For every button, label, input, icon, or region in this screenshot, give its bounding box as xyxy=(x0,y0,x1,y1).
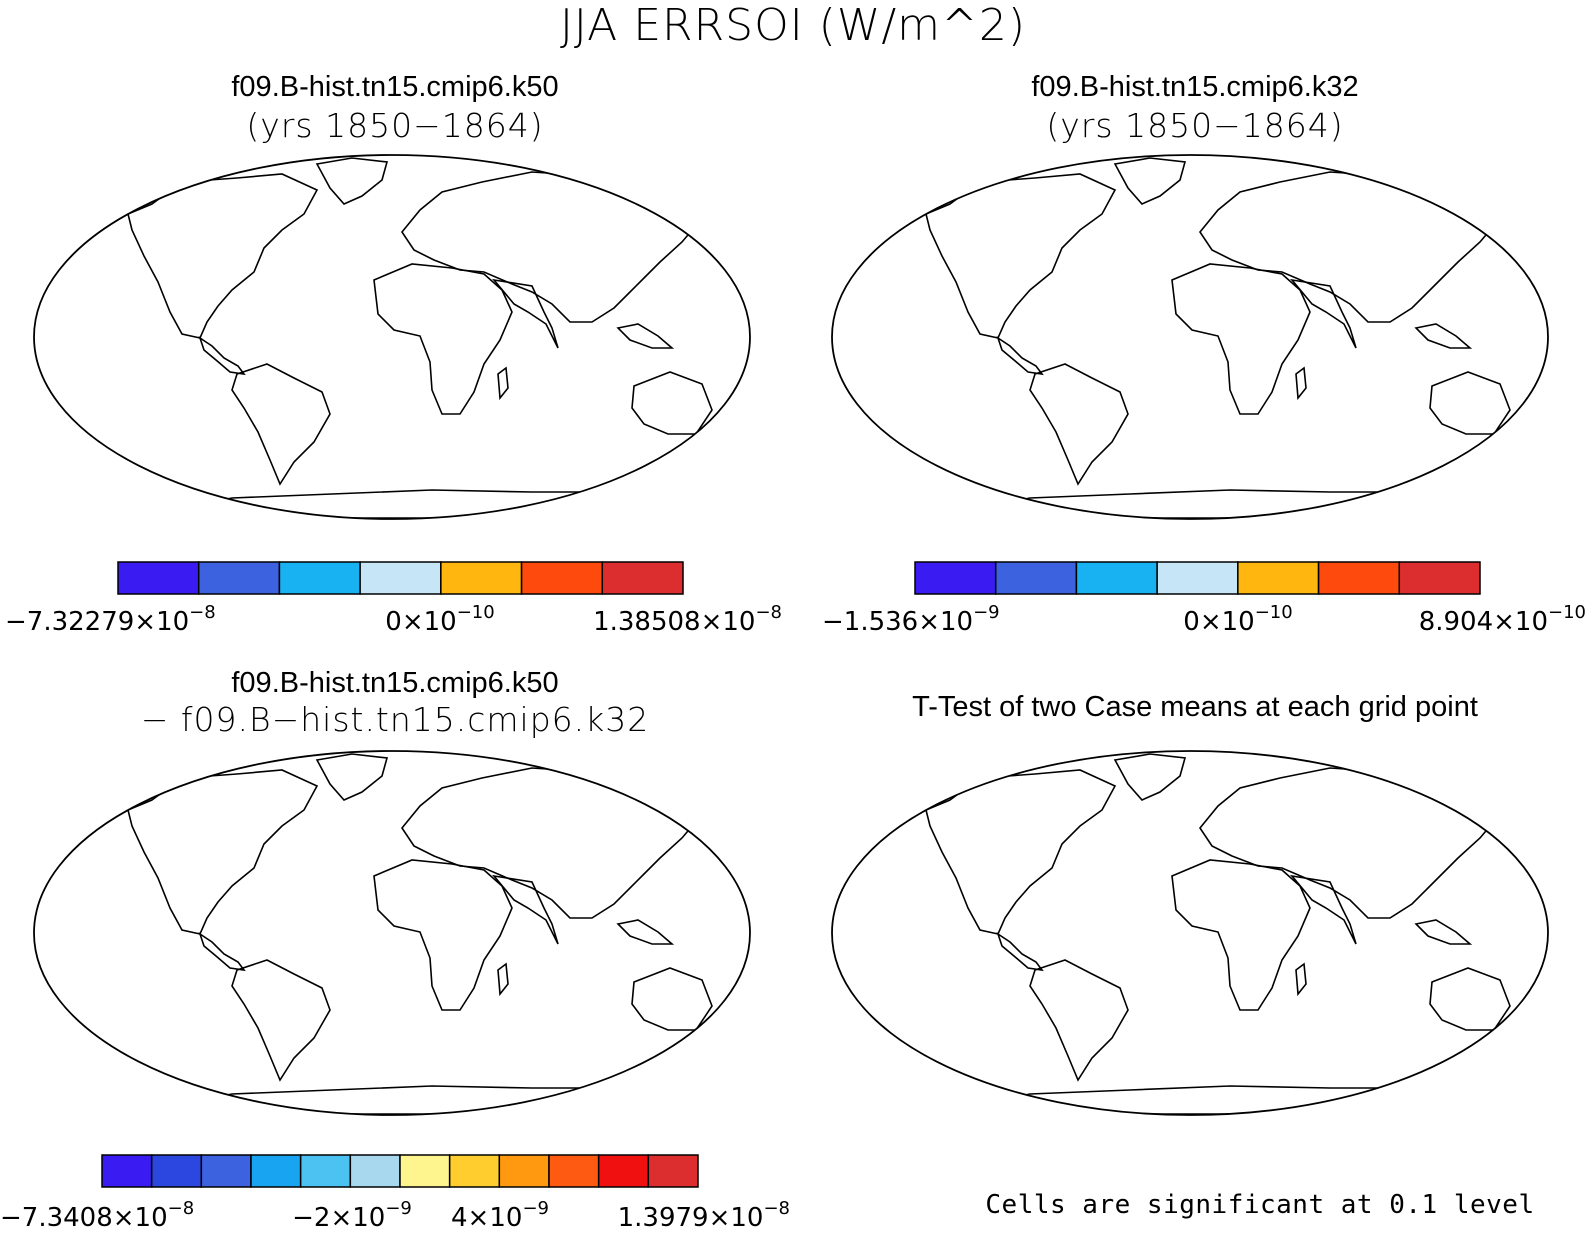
colorbar-swatch xyxy=(101,1154,153,1188)
map-panel-ttest xyxy=(831,750,1549,1116)
panel3-subtitle: − f09.B−hist.tn15.cmip6.k32 xyxy=(140,700,650,739)
colorbar-swatch xyxy=(520,561,604,595)
colorbar-swatch xyxy=(548,1154,600,1188)
colorbar-swatch xyxy=(150,1154,203,1188)
colorbar-swatch xyxy=(197,561,281,595)
colorbar-case2: −1.536×10−9 0×10−10 8.904×10−10 xyxy=(822,561,1586,637)
map-frame xyxy=(33,154,751,520)
colorbar-swatch xyxy=(440,561,523,595)
significance-note: Cells are significant at 0.1 level xyxy=(985,1190,1535,1220)
map-frame xyxy=(831,154,1549,520)
colorbar-label: 0×10−10 xyxy=(1183,602,1292,637)
colorbar-swatch xyxy=(647,1154,699,1188)
colorbar-swatch xyxy=(914,561,997,595)
colorbar-label: 0×10−10 xyxy=(385,602,494,637)
colorbar-label: 4×10−9 xyxy=(451,1198,549,1233)
colorbar-case1: −7.32279×10−8 0×10−10 1.38508×10−8 xyxy=(5,561,782,637)
panel3-title: f09.B-hist.tn15.cmip6.k50 xyxy=(231,667,559,699)
colorbar-swatch xyxy=(1317,561,1401,595)
colorbar-label: 8.904×10−10 xyxy=(1419,602,1586,637)
colorbar-swatch xyxy=(597,1154,650,1188)
colorbar-swatch xyxy=(448,1154,501,1188)
panel2-title: f09.B-hist.tn15.cmip6.k32 xyxy=(1031,71,1359,103)
colorbar-swatch xyxy=(1075,561,1158,595)
colorbar-swatch xyxy=(1398,561,1481,595)
page-title: JJA ERRSOI (W/m^2) xyxy=(559,0,1027,51)
colorbar-swatch xyxy=(200,1154,252,1188)
colorbar-label: −2×10−9 xyxy=(292,1198,412,1233)
colorbar-swatch xyxy=(117,561,200,595)
colorbar-swatch xyxy=(601,561,684,595)
colorbar-label: 1.38508×10−8 xyxy=(593,602,782,637)
colorbar-swatch xyxy=(299,1154,352,1188)
colorbar-swatch xyxy=(359,561,442,595)
map-panel-case2 xyxy=(831,154,1549,520)
colorbar-swatch xyxy=(349,1154,401,1188)
colorbar-swatch xyxy=(994,561,1078,595)
colorbar-swatch xyxy=(399,1154,451,1188)
map-frame xyxy=(831,750,1549,1116)
colorbar-label: −1.536×10−9 xyxy=(822,602,1000,637)
map-panel-difference xyxy=(33,750,751,1116)
colorbar-swatch xyxy=(278,561,361,595)
panel1-title: f09.B-hist.tn15.cmip6.k50 xyxy=(231,71,559,103)
map-frame xyxy=(33,750,751,1116)
colorbar-swatch xyxy=(498,1154,550,1188)
colorbar-label: 1.3979×10−8 xyxy=(618,1198,790,1233)
colorbar-swatch xyxy=(1237,561,1320,595)
colorbar-swatch xyxy=(250,1154,302,1188)
map-panel-case1 xyxy=(33,154,751,520)
colorbar-label: −7.3408×10−8 xyxy=(0,1198,194,1233)
panel4-title: T-Test of two Case means at each grid po… xyxy=(912,691,1478,723)
colorbar-label: −7.32279×10−8 xyxy=(5,602,216,637)
panel1-subtitle: (yrs 1850−1864) xyxy=(246,106,544,145)
colorbar-swatch xyxy=(1156,561,1239,595)
panel2-subtitle: (yrs 1850−1864) xyxy=(1046,106,1344,145)
colorbar-difference: −7.3408×10−8 −2×10−9 4×10−9 1.3979×10−8 xyxy=(0,1154,790,1233)
